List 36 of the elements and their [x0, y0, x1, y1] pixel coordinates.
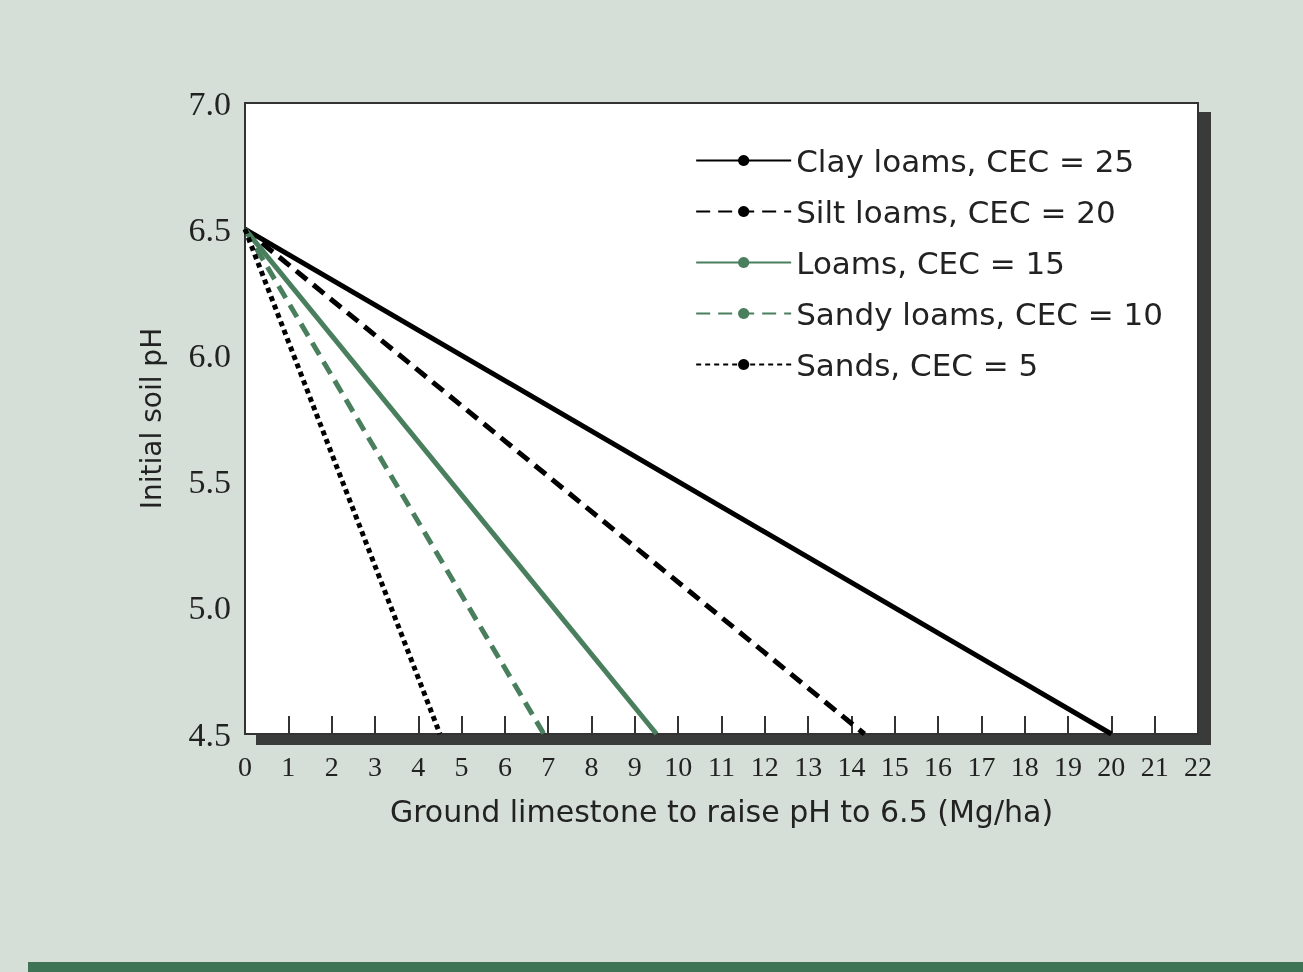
x-tick-label: 17 — [967, 750, 996, 782]
x-tick-label: 8 — [584, 750, 599, 782]
x-tick-label: 3 — [367, 750, 382, 782]
x-tick-label: 0 — [238, 750, 252, 782]
x-tick-label: 16 — [924, 750, 953, 782]
y-tick-label: 5.0 — [188, 589, 231, 627]
y-tick-label: 5.5 — [188, 463, 231, 501]
x-axis-title: Ground limestone to raise pH to 6.5 (Mg/ha) — [389, 793, 1054, 829]
legend-label: Loams, CEC = 15 — [796, 244, 1065, 281]
y-tick-label: 4.5 — [188, 715, 231, 753]
x-tick-label: 10 — [664, 750, 693, 782]
y-tick-label: 6.5 — [188, 210, 231, 248]
x-tick-label: 12 — [750, 750, 779, 782]
x-tick-label: 14 — [837, 750, 866, 782]
x-tick-label: 6 — [497, 750, 512, 782]
x-tick-label: 1 — [281, 750, 296, 782]
x-tick-label: 2 — [324, 750, 339, 782]
legend-label: Clay loams, CEC = 25 — [796, 142, 1135, 179]
legend-label: Sandy loams, CEC = 10 — [796, 295, 1164, 332]
x-tick-label: 5 — [454, 750, 469, 782]
x-tick-label: 13 — [794, 750, 823, 782]
x-tick-label: 15 — [880, 750, 909, 782]
y-tick-label: 6.0 — [188, 336, 231, 374]
x-tick-label: 20 — [1097, 750, 1126, 782]
y-tick-label: 7.0 — [188, 84, 231, 122]
legend-label: Sands, CEC = 5 — [796, 346, 1039, 383]
x-tick-label: 18 — [1010, 750, 1039, 782]
x-tick-label: 21 — [1140, 750, 1169, 782]
legend-label: Silt loams, CEC = 20 — [796, 193, 1116, 230]
x-tick-label: 22 — [1184, 750, 1212, 782]
x-tick-label: 9 — [627, 750, 642, 782]
x-tick-label: 7 — [541, 750, 556, 782]
y-axis-title: Initial soil pH — [134, 327, 168, 510]
x-tick-label: 4 — [411, 750, 426, 782]
x-tick-label: 11 — [708, 750, 735, 782]
x-tick-label: 19 — [1054, 750, 1083, 782]
